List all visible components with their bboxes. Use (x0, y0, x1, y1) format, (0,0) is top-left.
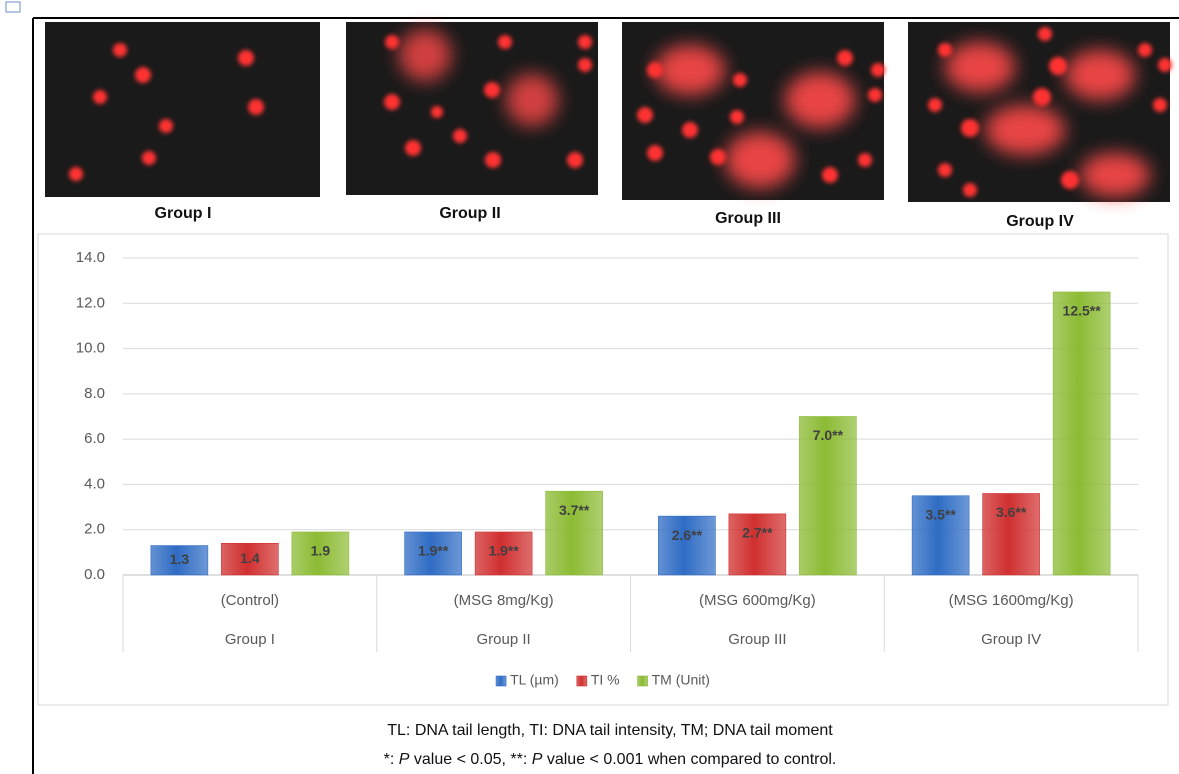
data-label: 1.9 (311, 543, 331, 559)
legend-label: TM (Unit) (652, 672, 710, 688)
bar (404, 531, 462, 576)
data-label: 1.9** (418, 543, 449, 559)
y-tick-label: 2.0 (84, 521, 105, 538)
bar (221, 542, 279, 576)
data-label: 3.6** (996, 504, 1027, 520)
footnote-part: *: (384, 751, 399, 768)
bar (291, 531, 350, 576)
y-tick-label: 10.0 (76, 340, 105, 357)
data-label: 1.4 (240, 550, 260, 566)
data-label: 1.3 (170, 551, 190, 567)
x-group-label: Group I (225, 631, 275, 648)
footnote: *: P value < 0.05, **: P value < 0.001 w… (384, 751, 837, 768)
footnote-part: P (532, 751, 543, 768)
bar (658, 515, 716, 576)
x-tick-label: (MSG 8mg/Kg) (454, 592, 554, 609)
data-label: 7.0** (813, 427, 844, 443)
data-label: 2.6** (672, 527, 703, 543)
footnote-part: P (399, 751, 410, 768)
image-caption: Group IV (1006, 213, 1074, 230)
footnote: TL: DNA tail length, TI: DNA tail intens… (387, 722, 833, 739)
bar (982, 493, 1040, 576)
y-tick-label: 8.0 (84, 385, 105, 402)
bar (911, 495, 970, 576)
bar (799, 416, 857, 576)
micrograph (622, 22, 885, 200)
image-caption: Group III (715, 210, 781, 227)
micrograph (908, 22, 1172, 202)
data-label: 1.9** (488, 543, 519, 559)
data-label: 2.7** (742, 525, 773, 541)
anchor-icon (5, 1, 21, 13)
chart: 0.0 2.0 4.0 6.0 8.0 10.0 12.0 14.0 (Control) Grou… (76, 249, 1139, 688)
x-tick-label: (MSG 600mg/Kg) (699, 592, 816, 609)
image-caption: Group II (439, 205, 500, 222)
y-tick-label: 6.0 (84, 430, 105, 447)
footnote-part: value < 0.05, **: (409, 751, 531, 768)
bar (474, 531, 533, 576)
y-tick-label: 0.0 (84, 566, 105, 583)
legend-swatch (495, 675, 507, 687)
bar (545, 490, 603, 576)
x-tick-label: (Control) (221, 592, 279, 609)
legend-swatch (576, 675, 588, 687)
y-tick-label: 12.0 (76, 294, 105, 311)
bar (150, 545, 209, 576)
x-group-label: Group III (728, 631, 786, 648)
bar (1052, 291, 1111, 576)
data-label: 12.5** (1063, 303, 1102, 319)
legend-label: TI % (591, 672, 620, 688)
footnote-part: value < 0.001 when compared to control. (542, 751, 836, 768)
micrograph (346, 22, 598, 195)
x-group-label: Group IV (981, 631, 1041, 648)
data-label: 3.5** (925, 506, 956, 522)
x-group-label: Group II (477, 631, 531, 648)
bar (728, 513, 787, 576)
y-tick-label: 14.0 (76, 249, 105, 266)
legend-swatch (637, 675, 648, 687)
chart-frame (37, 233, 1169, 706)
x-tick-label: (MSG 1600mg/Kg) (949, 592, 1074, 609)
y-tick-label: 4.0 (84, 475, 105, 492)
legend-label: TL (µm) (510, 672, 559, 688)
image-caption: Group I (155, 205, 212, 222)
micrograph (45, 22, 320, 197)
data-label: 3.7** (559, 502, 590, 518)
